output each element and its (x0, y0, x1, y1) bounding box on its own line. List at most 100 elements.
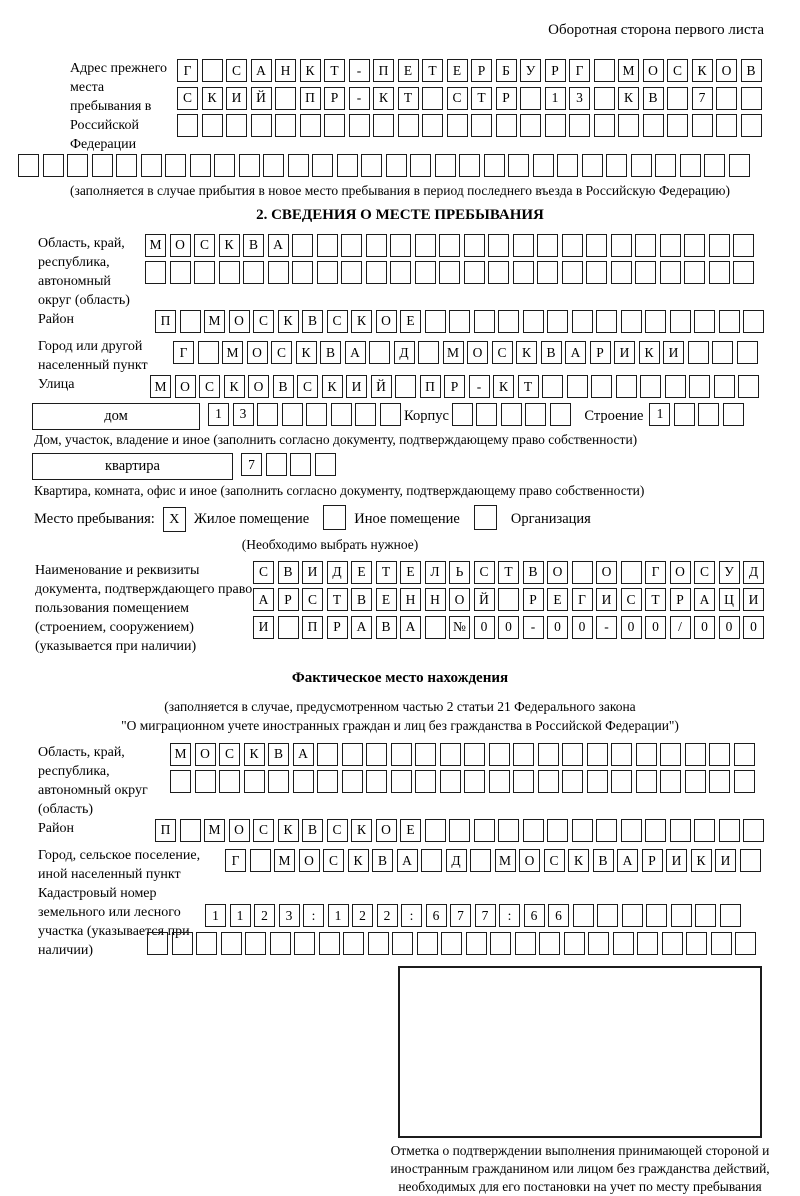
char-cell (667, 114, 688, 137)
char-cell (562, 742, 583, 766)
char-cell: В (642, 86, 664, 110)
cadastral-row-2[interactable] (147, 931, 760, 955)
char-cell (669, 818, 691, 842)
char-cell (488, 233, 509, 257)
char-cell (414, 233, 436, 257)
char-cell (713, 375, 735, 398)
char-cell (495, 114, 517, 137)
char-cell: В (540, 341, 562, 364)
char-cell: С (177, 86, 198, 110)
char-cell (539, 931, 560, 955)
apartment-number-cells[interactable]: 7 (241, 453, 339, 476)
char-cell (694, 818, 715, 842)
char-cell (581, 154, 603, 177)
char-cell (660, 742, 681, 766)
cadastral-section: Кадастровый номер земельного или лесного… (30, 884, 770, 960)
char-cell (738, 375, 759, 398)
actual-city-section: Город, сельское поселение, иной населенн… (30, 846, 770, 884)
korpus-cells[interactable] (451, 402, 575, 426)
char-cell (586, 261, 607, 284)
char-cell: Г (569, 59, 590, 82)
char-cell: М (170, 742, 191, 766)
char-cell: 1 (205, 904, 226, 927)
char-cell: К (223, 375, 245, 398)
char-cell (708, 233, 730, 257)
char-cell: К (218, 233, 240, 257)
char-cell: Р (277, 588, 299, 611)
char-cell (488, 261, 509, 284)
char-cell (612, 931, 634, 955)
char-cell (341, 233, 362, 257)
char-cell (620, 560, 642, 584)
char-cell (392, 931, 413, 955)
char-cell (593, 114, 615, 137)
char-cell (201, 114, 223, 137)
actual-location-note-line2: "О миграционном учете иностранных гражда… (121, 717, 679, 733)
char-cell (257, 402, 278, 426)
char-cell: 0 (547, 615, 568, 639)
char-cell (424, 818, 446, 842)
stay-place-section: Место пребывания: X Жилое помещение Иное… (34, 504, 770, 535)
stay-place-option-other-checkbox[interactable] (323, 504, 347, 535)
char-cell (704, 154, 725, 177)
char-cell (292, 261, 313, 284)
char-cell (451, 402, 473, 426)
char-cell: : (401, 904, 422, 927)
char-cell (316, 261, 338, 284)
stay-place-option-organization-checkbox[interactable] (473, 504, 497, 535)
house-field-label: дом (32, 402, 200, 430)
actual-region-row-2[interactable] (170, 770, 758, 793)
char-cell (390, 233, 411, 257)
char-cell: С (219, 742, 240, 766)
char-cell: 0 (620, 615, 642, 639)
char-cell (366, 770, 387, 793)
stroenie-cells[interactable]: 1 (649, 402, 747, 426)
char-cell (733, 742, 755, 766)
char-cell: 7 (474, 904, 496, 927)
char-cell: Р (444, 375, 465, 398)
char-cell: А (292, 742, 314, 766)
char-cell: М (442, 341, 464, 364)
char-cell: М (222, 341, 243, 364)
char-cell (464, 770, 485, 793)
char-cell: / (669, 615, 691, 639)
char-cell (488, 770, 510, 793)
char-cell (312, 154, 333, 177)
char-cell (314, 453, 336, 476)
char-cell (179, 818, 201, 842)
char-cell (373, 114, 394, 137)
char-cell: О (194, 742, 216, 766)
char-cell (365, 233, 387, 257)
char-cell: Р (471, 59, 492, 82)
char-cell (317, 742, 338, 766)
city-label: Город или другой населенный пункт (38, 339, 148, 373)
char-cell: А (267, 233, 289, 257)
char-cell (537, 742, 559, 766)
char-cell (733, 261, 754, 284)
char-cell: И (346, 375, 367, 398)
char-cell: Р (495, 86, 517, 110)
char-cell (593, 59, 615, 82)
previous-address-row-4[interactable] (18, 154, 770, 177)
char-cell (243, 770, 265, 793)
document-row-3[interactable]: И П Р А В А № 0 0-0 0-0 0/0 0 0 (253, 615, 768, 639)
stay-place-option-residential-checkbox[interactable]: X (162, 507, 186, 532)
previous-address-row-3[interactable] (177, 114, 765, 137)
char-cell: К (277, 818, 299, 842)
region-row-2[interactable] (145, 261, 758, 284)
